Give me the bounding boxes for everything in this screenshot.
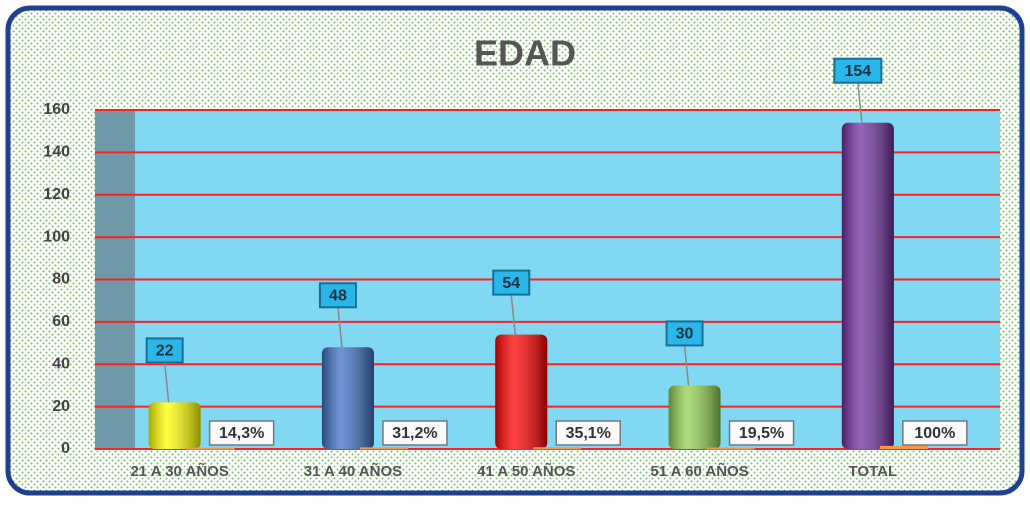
y-tick-label: 60 <box>52 313 70 330</box>
x-tick-label: 41 A 50 AÑOS <box>477 462 575 480</box>
value-label: 35,1% <box>566 425 611 442</box>
y-tick-label: 160 <box>43 101 70 118</box>
value-label: 14,3% <box>219 425 264 442</box>
bar-shade <box>841 122 894 450</box>
value-label-box <box>208 420 275 446</box>
y-tick-label: 40 <box>52 355 70 372</box>
value-label-box <box>665 320 704 347</box>
value-label-box <box>318 282 357 309</box>
value-label-box <box>492 269 531 296</box>
y-tick-label: 140 <box>43 144 70 161</box>
value-label: 31,2% <box>392 425 437 442</box>
bar <box>706 447 755 450</box>
x-tick-label: 31 A 40 AÑOS <box>304 462 402 480</box>
value-label: 54 <box>502 275 520 292</box>
leader-line <box>510 294 516 335</box>
y-tick-label: 0 <box>61 440 70 457</box>
bar <box>879 445 928 449</box>
x-tick-label: 51 A 60 AÑOS <box>650 462 748 480</box>
leader-line <box>857 82 863 123</box>
value-label: 30 <box>676 326 694 343</box>
bar-shade <box>495 334 548 449</box>
y-tick-label: 80 <box>52 271 70 288</box>
value-label: 22 <box>156 343 174 360</box>
bar-shade <box>668 385 721 449</box>
value-label: 154 <box>844 63 871 80</box>
bar-shade <box>321 347 374 449</box>
bar <box>359 447 408 450</box>
value-label-box <box>833 57 883 84</box>
value-label: 19,5% <box>739 425 784 442</box>
bar-shade <box>148 402 201 449</box>
value-label: 100% <box>914 425 955 442</box>
x-tick-label: TOTAL <box>849 463 898 480</box>
bar <box>533 447 582 450</box>
value-label-box <box>555 420 621 446</box>
leader-line <box>683 345 690 386</box>
x-tick-label: 21 A 30 AÑOS <box>130 462 228 480</box>
leader-line <box>163 362 170 403</box>
leader-line <box>337 307 343 348</box>
value-label-box <box>728 420 795 446</box>
y-tick-label: 20 <box>52 398 70 415</box>
value-label-box <box>382 420 448 446</box>
y-tick-label: 100 <box>43 228 70 245</box>
chart-title: EDAD <box>474 33 576 74</box>
bar <box>186 447 235 450</box>
value-label-box <box>902 420 968 446</box>
value-label: 48 <box>329 288 347 305</box>
y-tick-label: 120 <box>43 186 70 203</box>
value-label-box <box>145 337 184 364</box>
